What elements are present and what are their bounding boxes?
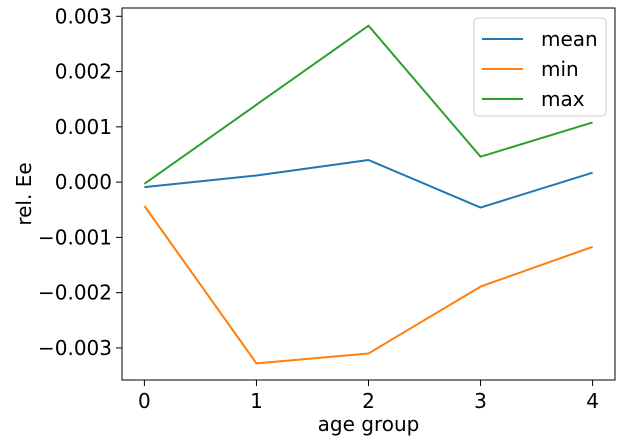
- y-tick-label: 0.000: [55, 170, 112, 194]
- plot-frame: [121, 7, 616, 381]
- y-tick-label: 0.003: [55, 4, 112, 28]
- x-tick-label: 3: [474, 389, 487, 413]
- x-tick-label: 0: [138, 389, 151, 413]
- y-tick-label: −0.002: [38, 281, 112, 305]
- x-tick-label: 1: [250, 389, 263, 413]
- y-tick-label: 0.002: [55, 60, 112, 84]
- series-line-min: [143, 205, 593, 365]
- y-axis-label: rel. Ee: [12, 162, 36, 225]
- legend-label-max: max: [541, 87, 585, 111]
- series-line-mean: [144, 159, 593, 209]
- y-axis-ticks: 0.003 0.002 0.001 0.000 −0.001 −0.002 −0.003: [38, 4, 122, 360]
- y-tick-label: −0.003: [38, 336, 112, 360]
- legend-label-min: min: [541, 57, 579, 81]
- legend-label-mean: mean: [541, 27, 598, 51]
- plot-series: [143, 24, 593, 365]
- x-axis-ticks: 0 1 2 3 4: [138, 380, 599, 413]
- legend: mean min max: [473, 17, 607, 117]
- y-tick-label: −0.001: [38, 225, 112, 249]
- x-axis-label: age group: [318, 412, 420, 436]
- series-line-max: [143, 24, 593, 185]
- x-tick-label: 2: [362, 389, 375, 413]
- legend-box: [473, 17, 607, 117]
- y-tick-label: 0.001: [55, 115, 112, 139]
- x-tick-label: 4: [586, 389, 599, 413]
